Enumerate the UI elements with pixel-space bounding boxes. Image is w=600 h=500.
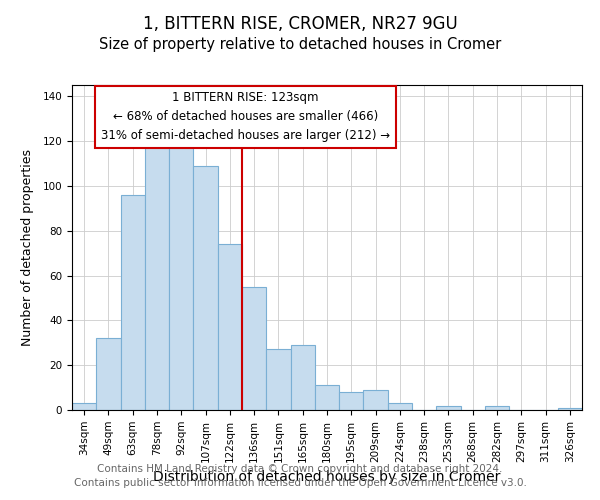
Bar	[72, 404, 96, 410]
Bar	[339, 392, 364, 410]
Bar	[558, 408, 582, 410]
Bar	[485, 406, 509, 410]
Text: 1, BITTERN RISE, CROMER, NR27 9GU: 1, BITTERN RISE, CROMER, NR27 9GU	[143, 15, 457, 33]
Bar	[364, 390, 388, 410]
Text: Size of property relative to detached houses in Cromer: Size of property relative to detached ho…	[99, 38, 501, 52]
Y-axis label: Number of detached properties: Number of detached properties	[21, 149, 34, 346]
Text: 1 BITTERN RISE: 123sqm
← 68% of detached houses are smaller (466)
31% of semi-de: 1 BITTERN RISE: 123sqm ← 68% of detached…	[101, 92, 390, 142]
Bar	[96, 338, 121, 410]
Bar	[218, 244, 242, 410]
Bar	[121, 195, 145, 410]
Bar	[436, 406, 461, 410]
Bar	[242, 286, 266, 410]
Bar	[266, 350, 290, 410]
Bar	[290, 345, 315, 410]
Bar	[388, 404, 412, 410]
Bar	[169, 112, 193, 410]
Bar	[193, 166, 218, 410]
X-axis label: Distribution of detached houses by size in Cromer: Distribution of detached houses by size …	[154, 470, 500, 484]
Bar	[315, 386, 339, 410]
Bar	[145, 112, 169, 410]
Text: Contains HM Land Registry data © Crown copyright and database right 2024.
Contai: Contains HM Land Registry data © Crown c…	[74, 464, 526, 487]
